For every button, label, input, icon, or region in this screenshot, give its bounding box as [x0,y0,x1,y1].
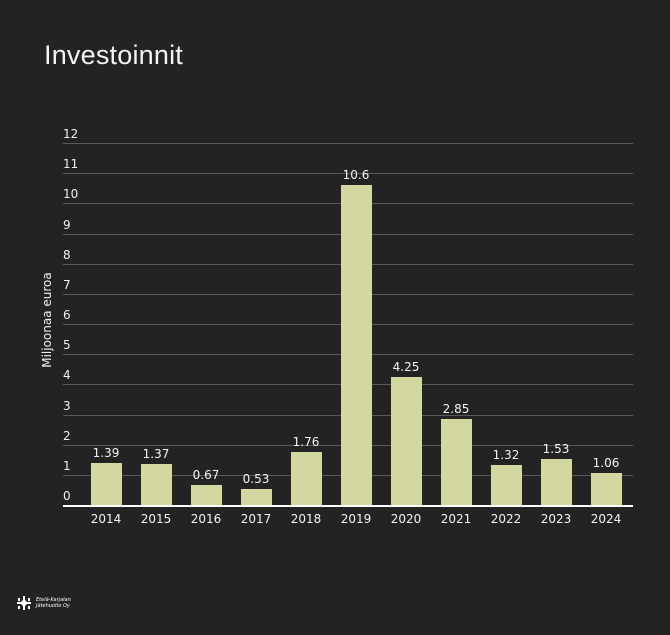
y-tick-label: 0 [63,489,71,503]
bar-2020 [390,376,422,505]
y-tick-label: 9 [63,217,71,232]
y-tick-label: 5 [63,338,71,353]
x-tick-label: 2022 [490,512,522,526]
y-tick-label: 8 [63,247,71,262]
chart-title: Investoinnit [44,40,183,70]
x-tick-label: 2020 [390,512,422,526]
x-tick-label: 2015 [140,512,172,526]
logo-line-1: Etelä-Karjalan [36,597,71,603]
y-tick-label: 1 [63,458,71,473]
bar-2017 [240,489,272,505]
y-tick-label: 7 [63,277,71,292]
y-tick-label: 3 [63,398,71,413]
y-tick-label: 2 [63,428,71,443]
bar-2023 [540,458,572,505]
value-label: 1.06 [592,456,620,471]
bar-2016 [190,484,222,505]
value-label: 1.32 [492,448,520,463]
bar-2015 [140,463,172,505]
value-label: 1.76 [292,434,320,449]
bar-2019 [340,185,372,505]
y-tick-label: 11 [63,157,79,172]
gridline [63,173,633,175]
bar-2024 [590,473,622,505]
y-tick-label: 12 [63,127,79,141]
logo-line-2: Jätehuolto Oy [36,603,70,609]
value-label: 1.39 [92,446,120,461]
x-tick-label: 2023 [540,512,572,526]
gridline [63,143,633,144]
x-tick-label: 2019 [340,512,372,526]
x-tick-label: 2018 [290,512,322,526]
x-axis-line [63,505,633,507]
x-tick-label: 2017 [240,512,272,526]
y-tick-label: 6 [63,308,71,322]
value-label: 0.53 [242,472,270,486]
company-logo: Etelä-Karjalan Jätehuolto Oy [16,596,71,610]
bar-2022 [490,465,522,505]
y-tick-label: 4 [63,368,71,383]
bar-2018 [290,451,322,505]
value-label: 1.53 [542,441,570,456]
value-label: 1.37 [142,446,170,461]
x-tick-label: 2021 [440,512,472,526]
value-label: 2.85 [442,402,470,417]
y-tick-label: 10 [63,187,79,202]
x-tick-label: 2024 [590,512,622,526]
value-label: 0.67 [192,467,220,482]
value-label: 4.25 [392,359,420,374]
logo-icon [17,596,31,610]
bar-2021 [440,419,472,505]
x-tick-label: 2014 [90,512,122,526]
x-tick-label: 2016 [190,512,222,526]
bar-2014 [90,463,122,505]
value-label: 10.6 [342,168,370,183]
